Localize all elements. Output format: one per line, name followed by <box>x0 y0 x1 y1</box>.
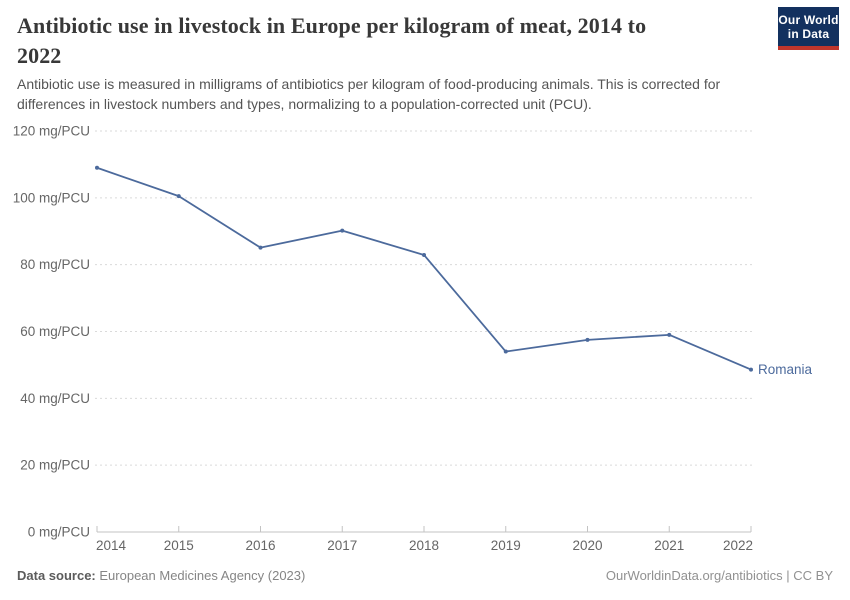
y-tick-label: 0 mg/PCU <box>28 525 90 540</box>
series-label-romania[interactable]: Romania <box>758 362 813 377</box>
page-title-line1: Antibiotic use in livestock in Europe pe… <box>17 13 647 38</box>
x-tick-label: 2014 <box>96 538 127 553</box>
x-tick-label: 2020 <box>572 538 602 553</box>
data-point-2018[interactable] <box>422 252 426 257</box>
data-source-value: European Medicines Agency (2023) <box>99 568 306 583</box>
chart-subtitle-line2: differences in livestock numbers and typ… <box>17 96 592 112</box>
chart-subtitle-line1: Antibiotic use is measured in milligrams… <box>17 76 721 92</box>
x-tick-label: 2017 <box>327 538 357 553</box>
y-tick-label: 80 mg/PCU <box>20 257 90 272</box>
data-source-label: Data source: <box>17 568 96 583</box>
owid-logo-line1: Our World <box>778 12 839 27</box>
page-title-line2: 2022 <box>17 43 62 68</box>
x-tick-label: 2018 <box>409 538 439 553</box>
x-tick-label: 2021 <box>654 538 684 553</box>
x-tick-label: 2016 <box>245 538 275 553</box>
y-tick-label: 40 mg/PCU <box>20 391 90 406</box>
data-source: Data source: European Medicines Agency (… <box>17 568 305 583</box>
data-point-2014[interactable] <box>95 165 99 170</box>
data-point-2017[interactable] <box>340 228 345 233</box>
credit-link[interactable]: OurWorldinData.org/antibiotics | CC BY <box>605 568 833 583</box>
data-point-2020[interactable] <box>585 337 590 342</box>
x-tick-label: 2022 <box>723 538 753 553</box>
x-tick-label: 2019 <box>491 538 521 553</box>
data-point-2021[interactable] <box>667 332 672 337</box>
owid-logo[interactable]: Our World in Data <box>778 7 839 50</box>
owid-logo-line2: in Data <box>787 26 830 41</box>
line-chart[interactable]: 0 mg/PCU 20 mg/PCU 40 mg/PCU 60 mg/PCU 80 mg… <box>0 118 850 563</box>
page-title: Antibiotic use in livestock in Europe pe… <box>17 11 765 71</box>
data-point-2015[interactable] <box>176 194 181 199</box>
y-tick-label: 60 mg/PCU <box>20 324 90 339</box>
y-tick-label: 20 mg/PCU <box>20 458 90 473</box>
data-point-2022[interactable] <box>749 367 753 372</box>
x-tick-label: 2015 <box>164 538 194 553</box>
y-tick-label: 100 mg/PCU <box>13 190 90 205</box>
y-tick-label: 120 mg/PCU <box>13 124 90 139</box>
data-point-2019[interactable] <box>503 349 508 354</box>
chart-subtitle: Antibiotic use is measured in milligrams… <box>17 74 769 114</box>
data-point-2016[interactable] <box>258 245 263 250</box>
